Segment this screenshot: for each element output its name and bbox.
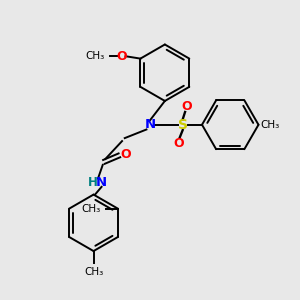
Text: N: N	[144, 118, 156, 131]
Text: CH₃: CH₃	[86, 51, 105, 61]
Text: O: O	[181, 100, 192, 112]
Text: O: O	[173, 137, 184, 150]
Text: CH₃: CH₃	[261, 120, 280, 130]
Text: H: H	[88, 176, 98, 189]
Text: O: O	[117, 50, 127, 63]
Text: N: N	[96, 176, 107, 189]
Text: CH₃: CH₃	[84, 267, 103, 277]
Text: S: S	[178, 118, 188, 132]
Text: CH₃: CH₃	[82, 204, 101, 214]
Text: O: O	[121, 148, 131, 161]
